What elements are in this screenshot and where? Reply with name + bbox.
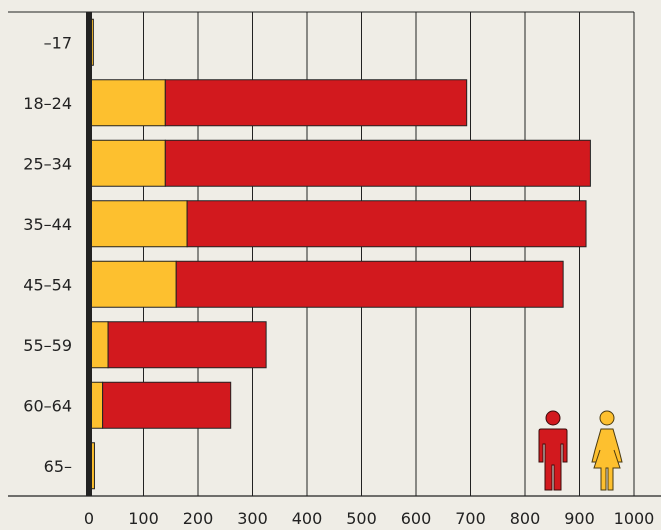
category-label: 35–44: [23, 215, 72, 234]
bar-segment-a-4: [88, 260, 177, 308]
woman-icon: [591, 410, 623, 491]
bar-segment-b-2: [164, 139, 591, 187]
x-tick-label: 200: [183, 509, 214, 528]
category-label: 25–34: [23, 154, 72, 173]
bar-segment-a-3: [88, 200, 188, 248]
woman-icon-head: [599, 410, 615, 426]
x-tick-label: 500: [346, 509, 377, 528]
x-tick-label: 600: [401, 509, 432, 528]
x-tick-label: 0: [84, 509, 94, 528]
bar-segment-b-5: [107, 321, 267, 369]
x-tick-label: 1000: [614, 509, 655, 528]
bar-segment-b-6: [102, 381, 232, 429]
bar-segment-a-1: [88, 79, 166, 127]
category-label: 18–24: [23, 94, 72, 113]
category-label: 65–: [44, 457, 72, 476]
x-tick-label: 100: [128, 509, 159, 528]
x-tick-labels: 0 100 200 300 400 500 600 700 800 900 1000: [84, 509, 654, 528]
bars: [88, 18, 591, 490]
x-tick-label: 300: [237, 509, 268, 528]
x-tick-label: 800: [510, 509, 541, 528]
x-tick-label: 700: [455, 509, 486, 528]
bar-segment-b-3: [186, 200, 587, 248]
x-tick-label: 900: [564, 509, 595, 528]
man-icon: [538, 410, 568, 491]
y-axis-bar: [86, 12, 92, 496]
bar-segment-b-1: [164, 79, 468, 127]
man-icon-body: [538, 428, 568, 491]
category-label: 45–54: [23, 275, 72, 294]
x-tick-label: 400: [292, 509, 323, 528]
category-labels: –17 18–24 25–34 35–44 45–54 55–59 60–64 65–: [23, 33, 72, 476]
category-label: 60–64: [23, 396, 72, 415]
category-label: 55–59: [23, 336, 72, 355]
woman-icon-body: [591, 428, 623, 491]
bar-segment-a-2: [88, 139, 166, 187]
man-icon-head: [545, 410, 561, 426]
category-label: –17: [44, 33, 72, 52]
bar-segment-b-4: [175, 260, 564, 308]
